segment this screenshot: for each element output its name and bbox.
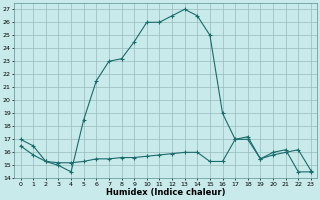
X-axis label: Humidex (Indice chaleur): Humidex (Indice chaleur) bbox=[106, 188, 226, 197]
